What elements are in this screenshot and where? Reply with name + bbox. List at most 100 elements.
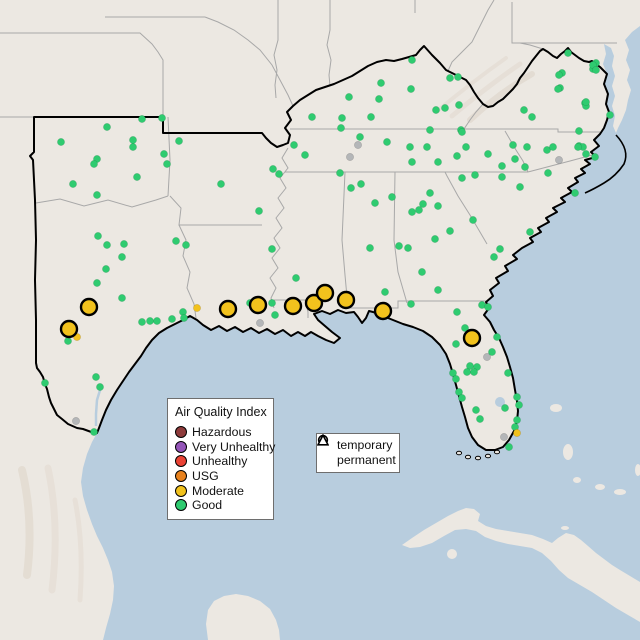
monitor-dot-good: [434, 202, 442, 210]
monitor-dot-good: [432, 106, 440, 114]
monitor-dot-good: [526, 228, 534, 236]
monitor-dot-good: [356, 133, 364, 141]
monitor-dot-good: [452, 375, 460, 383]
monitor-dot-good: [446, 74, 454, 82]
monitor-dot-good: [375, 95, 383, 103]
monitor-dot-good: [453, 152, 461, 160]
monitor-dot-good: [217, 180, 225, 188]
temporary-monitor-moderate: [79, 297, 99, 317]
monitor-dot-good: [366, 244, 374, 252]
florida-keys: [455, 449, 501, 461]
monitor-dot-good: [606, 111, 614, 119]
monitor-dot-good: [93, 191, 101, 199]
monitor-dot-good: [449, 369, 457, 377]
monitor-dot-good: [268, 245, 276, 253]
monitor-dot-good: [490, 253, 498, 261]
aqi-color-swatch-icon: [175, 499, 187, 512]
monitor-dot-good: [69, 180, 77, 188]
monitor-dot-good: [528, 113, 536, 121]
monitor-dot-good: [575, 127, 583, 135]
monitor-dot-good: [172, 237, 180, 245]
monitor-dot-good: [434, 286, 442, 294]
aqi-legend-label: Good: [192, 498, 223, 513]
aqi-legend-label: Very Unhealthy: [192, 439, 276, 454]
monitor-dot-good: [493, 333, 501, 341]
aqi-color-swatch-icon: [175, 440, 187, 453]
monitor-dot-good: [484, 303, 492, 311]
temporary-monitor-moderate: [218, 299, 238, 319]
monitor-dot-good: [129, 143, 137, 151]
monitor-dot-good: [476, 415, 484, 423]
monitor-dot-good: [426, 126, 434, 134]
monitor-dot-good: [92, 373, 100, 381]
aqi-legend-items: Hazardous Very Unhealthy Unhealthy USG Moder…: [175, 425, 275, 513]
temporary-monitor-moderate: [248, 295, 268, 315]
aqi-legend-item: Moderate: [175, 483, 266, 498]
monitor-dot-good: [408, 158, 416, 166]
monitor-dot-good: [406, 143, 414, 151]
monitor-dot-good: [463, 368, 471, 376]
aqi-legend-label: Moderate: [192, 483, 244, 498]
monitor-dot-good: [471, 171, 479, 179]
monitor-dot-good: [470, 368, 478, 376]
monitor-dot-no-data: [72, 417, 80, 425]
monitor-dot-good: [455, 388, 463, 396]
aqi-legend-label: USG: [192, 468, 219, 483]
monitor-dot-no-data: [555, 156, 563, 164]
monitor-dot-no-data: [256, 319, 264, 327]
monitor-dot-moderate: [193, 304, 201, 312]
monitor-dot-good: [129, 136, 137, 144]
monitor-dot-good: [93, 279, 101, 287]
bahamas: [550, 404, 640, 530]
monitor-dot-good: [160, 150, 168, 158]
monitor-dot-good: [501, 404, 509, 412]
monitor-dot-good: [102, 265, 110, 273]
monitor-dot-good: [419, 200, 427, 208]
monitor-dot-good: [484, 150, 492, 158]
monitor-dot-good: [515, 401, 523, 409]
monitor-dot-good: [94, 232, 102, 240]
monitor-dot-good: [458, 394, 466, 402]
aqi-legend-item: USG: [175, 469, 266, 484]
outer-banks: [584, 134, 627, 194]
marker-type-row-permanent: permanent: [317, 434, 396, 468]
monitor-dot-good: [453, 308, 461, 316]
monitor-dot-good: [138, 318, 146, 326]
monitor-dot-good: [544, 169, 552, 177]
monitor-dot-good: [255, 207, 263, 215]
monitor-dot-good: [415, 206, 423, 214]
monitor-dot-good: [292, 274, 300, 282]
monitor-dot-good: [269, 165, 277, 173]
aqi-color-swatch-icon: [175, 426, 187, 439]
monitor-dot-good: [271, 311, 279, 319]
monitor-dot-good: [158, 114, 166, 122]
monitor-dot-good: [498, 173, 506, 181]
monitor-dot-no-data: [483, 353, 491, 361]
monitor-dot-good: [441, 104, 449, 112]
monitor-dot-good: [57, 138, 65, 146]
monitor-dot-good: [505, 443, 513, 451]
aqi-color-swatch-icon: [175, 470, 187, 483]
marker-type-row-temporary: temporary: [317, 434, 393, 453]
monitor-dot-good: [153, 317, 161, 325]
monitor-dot-good: [395, 242, 403, 250]
monitor-dot-good: [509, 141, 517, 149]
monitor-dot-good: [574, 143, 582, 151]
monitor-dot-good: [357, 180, 365, 188]
monitor-dot-good: [462, 143, 470, 151]
cuba: [402, 508, 640, 622]
monitor-dot-good: [591, 153, 599, 161]
monitor-dot-good: [498, 162, 506, 170]
monitor-dot-good: [520, 106, 528, 114]
monitor-dot-good: [308, 113, 316, 121]
monitor-dot-good: [337, 124, 345, 132]
monitor-dot-good: [182, 241, 190, 249]
monitor-dot-good: [511, 155, 519, 163]
monitor-dot-good: [146, 317, 154, 325]
monitor-dot-good: [175, 137, 183, 145]
temporary-monitor-moderate: [59, 319, 79, 339]
monitor-dot-good: [301, 151, 309, 159]
aqi-color-swatch-icon: [175, 484, 187, 497]
monitor-dot-good: [407, 300, 415, 308]
